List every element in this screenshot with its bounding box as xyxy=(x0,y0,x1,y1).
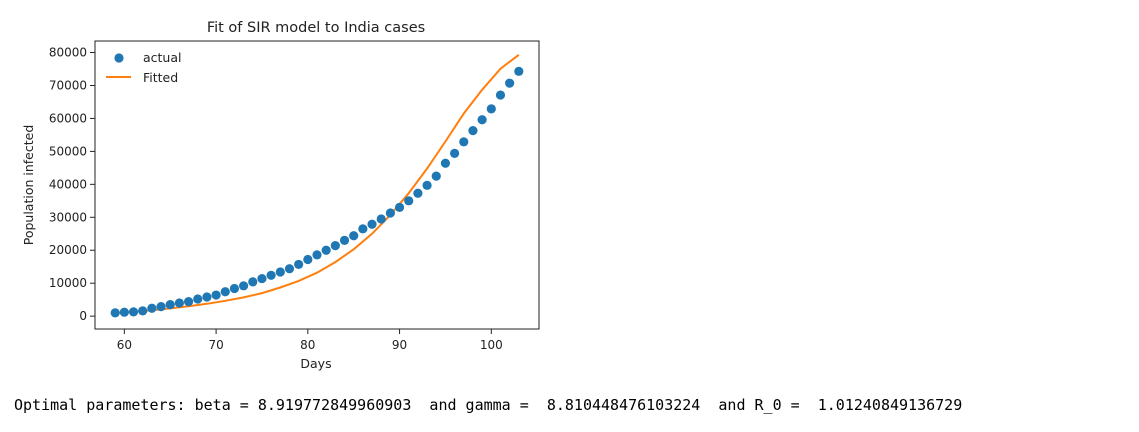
x-tick-label: 60 xyxy=(117,338,132,352)
legend-label-actual: actual xyxy=(143,50,182,65)
actual-point xyxy=(468,126,478,136)
actual-point xyxy=(404,196,414,206)
fitted-line xyxy=(115,54,520,314)
actual-point xyxy=(367,219,377,229)
actual-point xyxy=(339,235,350,245)
actual-point xyxy=(284,264,295,274)
actual-point xyxy=(183,297,194,307)
y-tick-label: 0 xyxy=(79,309,87,323)
y-axis-ticks: 0 10000 20000 30000 40000 50000 60000 70000 8000… xyxy=(49,46,95,323)
y-axis-label: Population infected xyxy=(21,125,36,246)
actual-point xyxy=(275,267,285,277)
y-tick-label: 10000 xyxy=(49,276,87,290)
actual-point xyxy=(459,137,469,147)
actual-point xyxy=(229,283,240,294)
x-tick-label: 70 xyxy=(208,338,223,352)
actual-point xyxy=(193,294,203,304)
actual-point xyxy=(202,292,212,302)
actual-point xyxy=(349,231,359,241)
actual-point xyxy=(165,300,175,310)
optimal-parameters-output: Optimal parameters: beta = 8.91977284996… xyxy=(14,396,963,414)
actual-point xyxy=(394,202,405,213)
actual-point xyxy=(211,290,221,300)
x-axis-ticks: 60 70 80 90 100 xyxy=(117,329,503,352)
actual-point xyxy=(312,250,322,260)
actual-point xyxy=(110,308,120,318)
actual-point xyxy=(477,115,487,125)
chart-svg: Fit of SIR model to India cases 60 70 80 90… xyxy=(21,20,540,371)
actual-point xyxy=(385,208,395,218)
actual-point xyxy=(174,298,184,308)
y-tick-label: 20000 xyxy=(49,243,87,257)
actual-point xyxy=(128,307,139,317)
actual-point xyxy=(248,277,258,287)
actual-point xyxy=(358,224,368,234)
actual-point xyxy=(330,241,340,251)
actual-point xyxy=(413,188,423,198)
plot-frame xyxy=(94,40,540,330)
y-tick-label: 70000 xyxy=(49,78,87,92)
legend-label-fitted: Fitted xyxy=(143,70,178,85)
x-axis-label: Days xyxy=(300,356,331,371)
actual-point xyxy=(514,66,524,76)
x-tick-label: 80 xyxy=(300,338,315,352)
y-tick-label: 30000 xyxy=(49,210,87,224)
actual-point xyxy=(294,259,304,270)
actual-point xyxy=(119,307,129,317)
legend: actual Fitted xyxy=(106,50,182,85)
actual-point xyxy=(147,303,157,313)
actual-point xyxy=(266,270,276,280)
actual-point xyxy=(450,148,460,158)
y-tick-label: 80000 xyxy=(49,46,87,60)
actual-point xyxy=(376,214,386,224)
actual-point xyxy=(156,301,166,312)
actual-point xyxy=(440,158,451,168)
y-tick-label: 50000 xyxy=(49,144,87,158)
y-tick-label: 40000 xyxy=(49,177,87,191)
legend-marker-actual xyxy=(114,53,124,63)
actual-point xyxy=(239,281,249,291)
actual-point xyxy=(303,254,313,265)
actual-point xyxy=(505,78,515,88)
actual-point xyxy=(422,180,432,190)
chart-title: Fit of SIR model to India cases xyxy=(207,20,425,36)
series-layer xyxy=(110,54,524,318)
y-tick-label: 60000 xyxy=(49,111,87,125)
x-tick-label: 100 xyxy=(480,338,503,352)
x-tick-label: 90 xyxy=(392,338,407,352)
actual-point xyxy=(431,171,441,181)
actual-point xyxy=(486,104,496,114)
actual-point xyxy=(257,273,267,284)
actual-point xyxy=(495,90,506,100)
actual-point xyxy=(220,287,230,297)
actual-point xyxy=(138,306,148,316)
sir-fit-chart: Fit of SIR model to India cases 60 70 80 90… xyxy=(0,0,560,380)
actual-point xyxy=(321,245,331,255)
